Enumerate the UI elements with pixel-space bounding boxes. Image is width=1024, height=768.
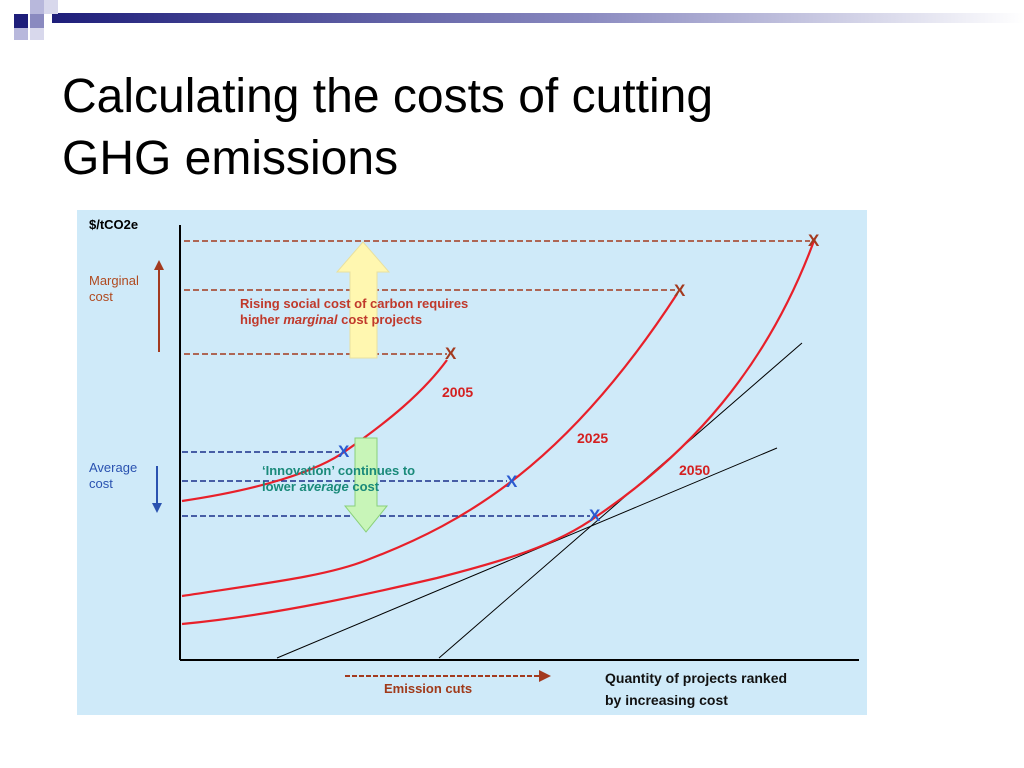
decorative-header-band xyxy=(0,0,1024,40)
marginal-cost-label: Marginal cost xyxy=(89,273,169,305)
x-axis-title-line-1: Quantity of projects ranked xyxy=(605,670,788,686)
marginal-cost-label-line-1: Marginal xyxy=(89,273,139,288)
marginal-marker-2050: X xyxy=(808,231,820,250)
tangent-line-shallow xyxy=(276,447,778,659)
diagram-graphics xyxy=(152,225,859,682)
slide-title: Calculating the costs of cutting GHG emis… xyxy=(62,66,962,190)
rising-social-cost-note: Rising social cost of carbon requires hig… xyxy=(240,296,560,328)
innovation-note-line-2-post: cost xyxy=(348,479,380,494)
slide-title-line-1: Calculating the costs of cutting xyxy=(62,70,714,123)
rising-note-emphasis: marginal xyxy=(283,312,338,327)
curve-label-2050: 2050 xyxy=(679,462,711,478)
cost-curve-diagram: X X X X X X $/tCO2e Marginal cost Average… xyxy=(77,210,867,715)
rising-note-line-2-post: cost projects xyxy=(337,312,423,327)
rising-note-line-2-pre: higher xyxy=(240,312,284,327)
x-axis-title: Quantity of projects ranked by increasing… xyxy=(605,667,865,711)
rising-note-line-1: Rising social cost of carbon requires xyxy=(240,296,469,311)
average-cost-label: Average cost xyxy=(89,460,169,492)
average-marker-2050: X xyxy=(589,506,601,525)
average-marker-2025: X xyxy=(506,472,518,491)
emission-cuts-label: Emission cuts xyxy=(384,681,473,696)
innovation-note-line-1: ‘Innovation’ continues to xyxy=(262,463,416,478)
curve-label-2025: 2025 xyxy=(577,430,609,446)
average-cost-label-line-2: cost xyxy=(89,476,113,491)
x-axis-title-line-2: by increasing cost xyxy=(605,692,728,708)
innovation-note: ‘Innovation’ continues to lower average c… xyxy=(262,463,502,495)
marginal-marker-2025: X xyxy=(674,281,686,300)
y-axis-title: $/tCO2e xyxy=(89,217,139,232)
curve-label-2005: 2005 xyxy=(442,384,474,400)
marginal-marker-2005: X xyxy=(445,344,457,363)
innovation-note-emphasis: average xyxy=(299,479,349,494)
average-cost-label-line-1: Average xyxy=(89,460,138,475)
innovation-note-line-2-pre: lower xyxy=(262,479,300,494)
cost-curve-2005 xyxy=(181,359,448,503)
cost-curve-2050 xyxy=(181,237,817,626)
slide-title-line-2: GHG emissions xyxy=(62,132,399,185)
marginal-cost-label-line-2: cost xyxy=(89,289,113,304)
marginal-increase-arrow xyxy=(335,241,391,359)
average-marker-2005: X xyxy=(338,442,350,461)
cost-curve-2025 xyxy=(181,293,678,598)
average-decrease-arrow xyxy=(343,437,389,533)
